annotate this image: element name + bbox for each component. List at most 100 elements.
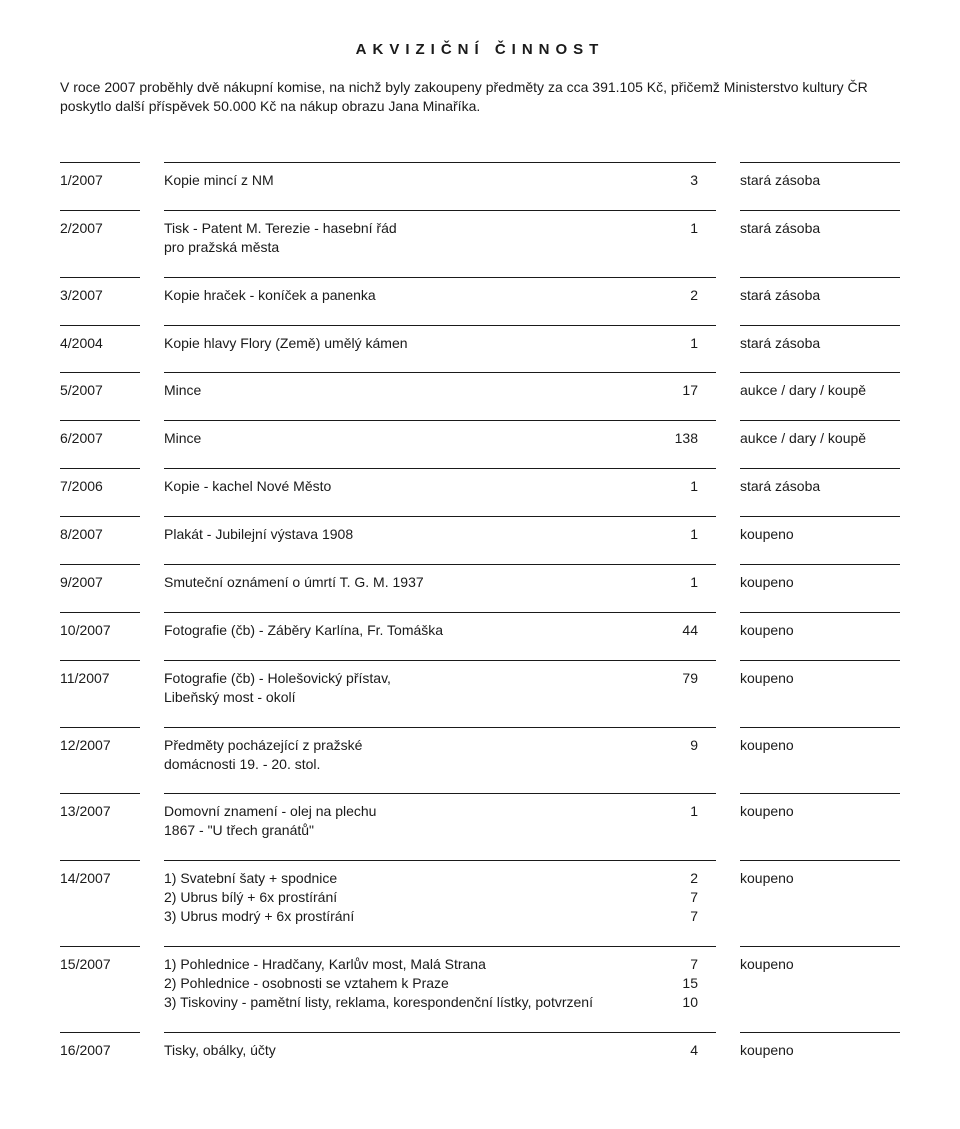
- page-heading: AKVIZIČNÍ ČINNOST: [60, 40, 900, 60]
- row-qty: 7: [658, 888, 706, 907]
- row-id: 9/2007: [60, 564, 140, 592]
- row-status: aukce / dary / koupě: [740, 372, 900, 400]
- row-id: 15/2007: [60, 946, 140, 974]
- row-text: Mince: [164, 429, 658, 448]
- row-description: Kopie hraček - koníček a panenka2: [164, 277, 716, 305]
- row-text: Fotografie (čb) - Holešovický přístav,: [164, 669, 658, 688]
- row-description: 1) Svatební šaty + spodnice22) Ubrus bíl…: [164, 860, 716, 926]
- row-qty: 1: [658, 802, 706, 821]
- row-qty: 1: [658, 525, 706, 544]
- row-text: 3) Ubrus modrý + 6x prostírání: [164, 907, 658, 926]
- table-row: 14/2007 1) Svatební šaty + spodnice22) Ub…: [60, 850, 900, 936]
- row-status: stará zásoba: [740, 210, 900, 238]
- row-id: 10/2007: [60, 612, 140, 640]
- row-description: Tisk - Patent M. Terezie - hasební řád1p…: [164, 210, 716, 257]
- row-text: domácnosti 19. - 20. stol.: [164, 755, 658, 774]
- row-qty: 1: [658, 334, 706, 353]
- row-id: 12/2007: [60, 727, 140, 755]
- row-status: koupeno: [740, 946, 900, 974]
- row-status: koupeno: [740, 727, 900, 755]
- row-qty: 79: [658, 669, 706, 688]
- row-status: stará zásoba: [740, 325, 900, 353]
- row-id: 11/2007: [60, 660, 140, 688]
- row-qty: [658, 821, 706, 840]
- row-description: Tisky, obálky, účty4: [164, 1032, 716, 1060]
- table-row: 16/2007 Tisky, obálky, účty4 koupeno: [60, 1022, 900, 1070]
- row-text: 3) Tiskoviny - pamětní listy, reklama, k…: [164, 993, 658, 1012]
- row-text: Kopie hraček - koníček a panenka: [164, 286, 658, 305]
- table-row: 9/2007 Smuteční oznámení o úmrtí T. G. M.…: [60, 554, 900, 602]
- row-description: 1) Pohlednice - Hradčany, Karlův most, M…: [164, 946, 716, 1012]
- row-status: koupeno: [740, 860, 900, 888]
- row-status: aukce / dary / koupě: [740, 420, 900, 448]
- row-qty: 3: [658, 171, 706, 190]
- row-status: koupeno: [740, 660, 900, 688]
- row-qty: 1: [658, 219, 706, 238]
- row-text: Libeňský most - okolí: [164, 688, 658, 707]
- row-qty: 7: [658, 907, 706, 926]
- row-text: 2) Ubrus bílý + 6x prostírání: [164, 888, 658, 907]
- row-qty: 1: [658, 573, 706, 592]
- row-status: koupeno: [740, 516, 900, 544]
- row-id: 14/2007: [60, 860, 140, 888]
- row-description: Smuteční oznámení o úmrtí T. G. M. 19371: [164, 564, 716, 592]
- row-qty: 9: [658, 736, 706, 755]
- table-row: 12/2007 Předměty pocházející z pražské9do…: [60, 717, 900, 784]
- row-id: 16/2007: [60, 1032, 140, 1060]
- row-text: Tisk - Patent M. Terezie - hasební řád: [164, 219, 658, 238]
- row-status: koupeno: [740, 564, 900, 592]
- row-qty: 1: [658, 477, 706, 496]
- row-status: stará zásoba: [740, 468, 900, 496]
- row-qty: 10: [658, 993, 706, 1012]
- row-description: Plakát - Jubilejní výstava 19081: [164, 516, 716, 544]
- row-id: 6/2007: [60, 420, 140, 448]
- row-qty: 2: [658, 869, 706, 888]
- table-row: 2/2007Tisk - Patent M. Terezie - hasební…: [60, 200, 900, 267]
- row-description: Mince17: [164, 372, 716, 400]
- row-status: koupeno: [740, 612, 900, 640]
- row-text: Kopie mincí z NM: [164, 171, 658, 190]
- table-row: 13/2007Domovní znamení - olej na plechu1…: [60, 783, 900, 850]
- row-status: koupeno: [740, 1032, 900, 1060]
- row-text: Domovní znamení - olej na plechu: [164, 802, 658, 821]
- row-qty: [658, 688, 706, 707]
- row-id: 8/2007: [60, 516, 140, 544]
- table-row: 4/2004 Kopie hlavy Flory (Země) umělý kám…: [60, 315, 900, 363]
- row-text: 2) Pohlednice - osobnosti se vztahem k P…: [164, 974, 658, 993]
- row-qty: 44: [658, 621, 706, 640]
- table-row: 1/2007Kopie mincí z NM3stará zásoba: [60, 152, 900, 200]
- row-qty: 2: [658, 286, 706, 305]
- table-row: 8/2007 Plakát - Jubilejní výstava 19081 ko…: [60, 506, 900, 554]
- row-description: Fotografie (čb) - Holešovický přístav,79…: [164, 660, 716, 707]
- row-description: Domovní znamení - olej na plechu11867 - …: [164, 793, 716, 840]
- row-text: Mince: [164, 381, 658, 400]
- row-id: 7/2006: [60, 468, 140, 496]
- row-text: Předměty pocházející z pražské: [164, 736, 658, 755]
- row-id: 4/2004: [60, 325, 140, 353]
- table-row: 11/2007 Fotografie (čb) - Holešovický pří…: [60, 650, 900, 717]
- row-text: Plakát - Jubilejní výstava 1908: [164, 525, 658, 544]
- table-row: 6/2007 Mince138 aukce / dary / koupě: [60, 410, 900, 458]
- row-text: Tisky, obálky, účty: [164, 1041, 658, 1060]
- row-id: 3/2007: [60, 277, 140, 305]
- row-qty: 138: [658, 429, 706, 448]
- row-qty: 7: [658, 955, 706, 974]
- table-row: 7/2006 Kopie - kachel Nové Město1 stará zá…: [60, 458, 900, 506]
- row-status: stará zásoba: [740, 277, 900, 305]
- acquisitions-table: 1/2007Kopie mincí z NM3stará zásoba2/200…: [60, 152, 900, 1069]
- row-description: Kopie - kachel Nové Město1: [164, 468, 716, 496]
- table-row: 15/2007 1) Pohlednice - Hradčany, Karlův …: [60, 936, 900, 1022]
- row-text: 1) Pohlednice - Hradčany, Karlův most, M…: [164, 955, 658, 974]
- row-id: 5/2007: [60, 372, 140, 400]
- row-description: Fotografie (čb) - Záběry Karlína, Fr. To…: [164, 612, 716, 640]
- row-text: 1) Svatební šaty + spodnice: [164, 869, 658, 888]
- table-row: 3/2007 Kopie hraček - koníček a panenka2 s…: [60, 267, 900, 315]
- row-description: Kopie hlavy Flory (Země) umělý kámen1: [164, 325, 716, 353]
- row-qty: [658, 238, 706, 257]
- row-text: 1867 - "U třech granátů": [164, 821, 658, 840]
- row-qty: 15: [658, 974, 706, 993]
- row-status: koupeno: [740, 793, 900, 821]
- intro-paragraph: V roce 2007 proběhly dvě nákupní komise,…: [60, 78, 900, 116]
- row-description: Mince138: [164, 420, 716, 448]
- row-status: stará zásoba: [740, 162, 900, 190]
